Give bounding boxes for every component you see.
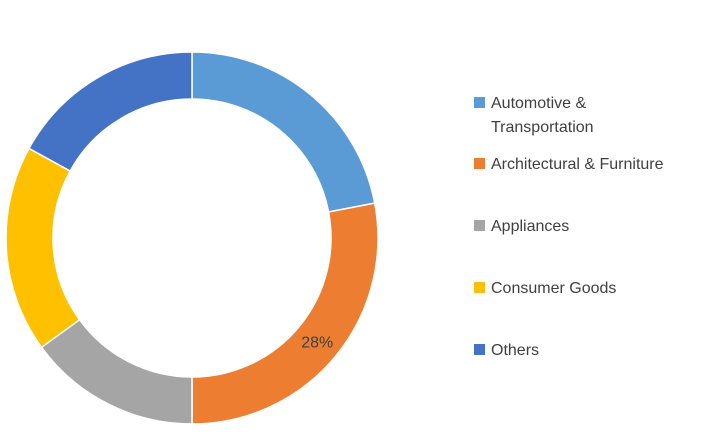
legend-swatch [474, 97, 485, 108]
legend-swatch [474, 158, 485, 169]
donut-slice-5 [27, 51, 193, 173]
donut-slice-4 [5, 147, 81, 349]
legend-label: Automotive & Transportation [491, 95, 594, 136]
legend-label: Architectural & Furniture [491, 156, 664, 173]
slice-data-label: 28% [301, 335, 333, 352]
legend-label: Consumer Goods [491, 280, 617, 297]
legend-swatch [474, 220, 485, 231]
donut-slice-2 [191, 202, 379, 425]
legend-swatch [474, 344, 485, 355]
donut-data-labels: 28% [301, 335, 333, 352]
donut-slice-3 [40, 318, 193, 425]
legend-item-consumer-goods: Consumer Goods [474, 277, 616, 301]
legend-swatch [474, 282, 485, 293]
donut-slices [5, 51, 379, 425]
legend-item-automotive: Automotive & Transportation [474, 92, 631, 140]
legend-label: Others [491, 342, 540, 359]
donut-slice-1 [191, 51, 376, 213]
legend-item-others: Others [474, 339, 539, 363]
legend-item-appliances: Appliances [474, 215, 569, 239]
legend-item-architectural: Architectural & Furniture [474, 153, 664, 177]
legend-label: Appliances [491, 218, 570, 235]
